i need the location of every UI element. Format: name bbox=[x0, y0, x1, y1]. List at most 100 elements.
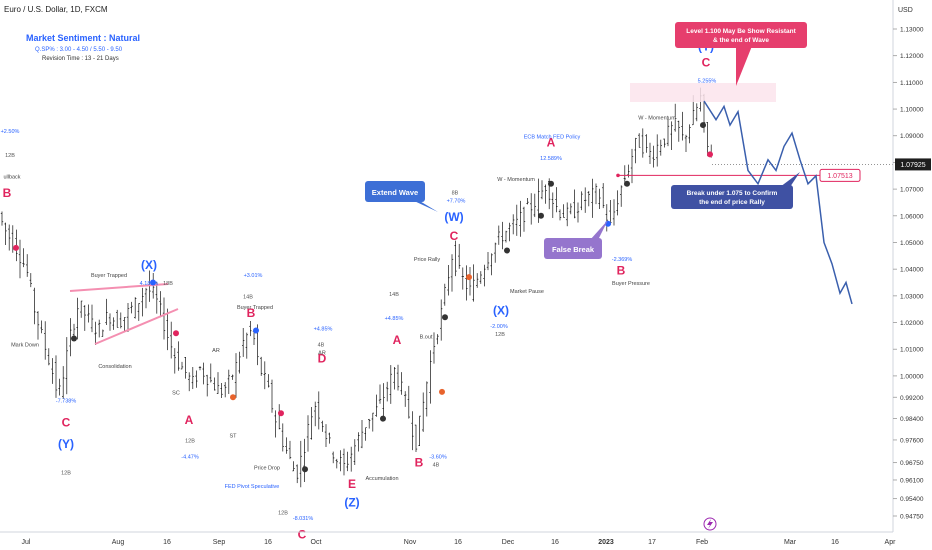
marker-dot bbox=[504, 247, 510, 254]
marker-dot bbox=[230, 394, 236, 401]
candle bbox=[94, 321, 97, 346]
candle bbox=[670, 121, 673, 150]
y-tick-label: 1.12000 bbox=[900, 53, 924, 60]
annotation-note: 12B bbox=[5, 153, 15, 159]
y-tick-label: 1.04000 bbox=[900, 267, 924, 274]
candle bbox=[281, 423, 284, 452]
candle bbox=[684, 134, 688, 152]
annotation-note: 12.589% bbox=[540, 156, 562, 162]
x-tick-label: Oct bbox=[311, 539, 322, 546]
x-tick-label: 16 bbox=[264, 539, 272, 546]
marker-dot bbox=[442, 314, 448, 321]
candle bbox=[51, 358, 54, 384]
candle bbox=[389, 365, 392, 404]
candle bbox=[65, 337, 68, 395]
annotation-note: Consolidation bbox=[98, 364, 131, 370]
candle bbox=[101, 329, 104, 337]
candle bbox=[40, 320, 43, 334]
candle bbox=[126, 303, 130, 333]
x-tick-label: Sep bbox=[213, 539, 226, 546]
candle bbox=[576, 202, 580, 223]
candle bbox=[638, 133, 641, 148]
x-tick-label: 16 bbox=[454, 539, 462, 546]
wave-label: A bbox=[393, 333, 402, 347]
candle bbox=[350, 446, 353, 472]
candle bbox=[587, 190, 590, 207]
candle bbox=[0, 211, 4, 226]
marker-dot bbox=[700, 122, 706, 129]
candle bbox=[180, 361, 184, 370]
candle bbox=[191, 366, 194, 390]
candle bbox=[440, 299, 443, 341]
candle bbox=[242, 327, 245, 357]
candle bbox=[177, 341, 180, 371]
x-tick-label: 16 bbox=[163, 539, 171, 546]
marked-level-value: 1.07513 bbox=[827, 173, 852, 180]
y-tick-label: 1.00000 bbox=[900, 373, 924, 380]
lightning-icon[interactable] bbox=[703, 517, 717, 531]
candle bbox=[144, 287, 148, 309]
candle bbox=[220, 383, 223, 398]
candle bbox=[292, 461, 295, 472]
candle bbox=[486, 251, 490, 271]
marker-dot bbox=[466, 274, 472, 281]
candle bbox=[562, 204, 565, 218]
instrument-title: Euro / U.S. Dollar, 1D, FXCM bbox=[4, 5, 108, 14]
candle bbox=[263, 361, 266, 390]
candle bbox=[173, 348, 176, 374]
y-tick-label: 0.95400 bbox=[900, 496, 924, 503]
candle bbox=[663, 138, 666, 148]
wave-label: C bbox=[702, 55, 711, 69]
labels-layer: BC(Y)(X)BADE(Z)CAB(W)C(X)AB(Y)C+2.50%12B… bbox=[1, 39, 717, 541]
candle bbox=[375, 394, 378, 417]
candle bbox=[450, 254, 454, 292]
marker-dot bbox=[380, 415, 386, 422]
candle bbox=[382, 383, 385, 420]
candle bbox=[483, 264, 486, 287]
candle bbox=[443, 283, 446, 306]
callout-break-line-1: Break under 1.075 to Confirm bbox=[687, 190, 778, 197]
wedge-bottom-line bbox=[94, 308, 179, 345]
annotation-note: SC bbox=[172, 391, 180, 397]
annotation-note: Price Rally bbox=[414, 257, 441, 263]
candle bbox=[234, 353, 238, 398]
candle bbox=[555, 187, 558, 213]
x-tick-label: 16 bbox=[831, 539, 839, 546]
annotation-note: -4.47% bbox=[181, 455, 199, 461]
marked-level-anchor bbox=[616, 173, 620, 178]
subtitle-line-2: Revision Time : 13 - 21 Days bbox=[42, 56, 119, 62]
annotation-note: 12B bbox=[495, 332, 505, 338]
candle bbox=[476, 273, 479, 288]
y-tick-label: 1.09000 bbox=[900, 133, 924, 140]
candle bbox=[260, 356, 263, 376]
candle bbox=[58, 378, 61, 396]
x-tick-label: Dec bbox=[502, 539, 515, 546]
candle bbox=[659, 139, 662, 156]
y-tick-label: 0.99200 bbox=[900, 395, 924, 402]
candle bbox=[26, 254, 29, 277]
y-tick-label: 0.97600 bbox=[900, 437, 924, 444]
y-tick-label: 1.13000 bbox=[900, 27, 924, 34]
candle bbox=[666, 119, 670, 147]
y-axis-ticks: 0.94750 0.95400 0.96100 0.96750 0.97600 0.984… bbox=[893, 27, 924, 521]
annotation-note: 4.185% bbox=[140, 281, 159, 287]
candle bbox=[310, 406, 313, 440]
y-tick-label: 1.05000 bbox=[900, 240, 924, 247]
resistance-zone bbox=[630, 83, 776, 102]
candle bbox=[465, 265, 468, 301]
candle bbox=[342, 448, 346, 476]
candle bbox=[245, 332, 248, 359]
annotation-note: Accumulation bbox=[365, 476, 398, 482]
wave-label: D bbox=[318, 352, 327, 366]
candle bbox=[591, 178, 594, 218]
annotation-note: Mark Down bbox=[11, 343, 39, 349]
candle bbox=[645, 134, 648, 153]
wave-label: B bbox=[617, 264, 626, 278]
candle bbox=[296, 464, 299, 484]
candle bbox=[162, 297, 166, 340]
wave-label: A bbox=[185, 413, 194, 427]
annotation-note: B.out bbox=[420, 335, 433, 341]
candle bbox=[108, 313, 112, 331]
candle bbox=[544, 184, 547, 204]
